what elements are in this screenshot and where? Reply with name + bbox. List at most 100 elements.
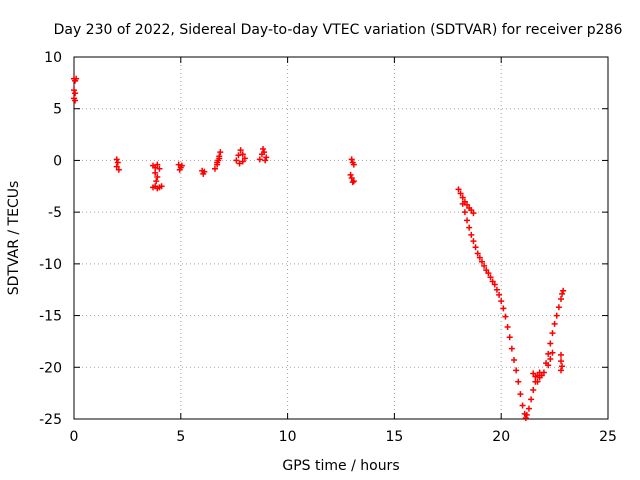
x-tick-label: 0 [70,429,79,445]
data-point [517,391,524,398]
data-point [236,160,243,167]
data-point [551,320,558,327]
data-point [348,175,355,182]
data-point [153,178,160,185]
data-point [348,156,355,163]
data-point [262,157,269,164]
data-point [547,356,554,363]
data-point [178,162,185,169]
data-point [152,169,159,176]
x-tick-label: 25 [599,429,617,445]
data-point [470,238,477,245]
data-point [216,155,223,162]
y-tick-label: -25 [39,412,62,428]
data-point [559,363,566,370]
data-point [241,155,248,162]
y-tick-label: -20 [39,360,62,376]
data-point [466,224,473,231]
data-point [237,147,244,154]
data-point [522,414,529,421]
data-point [472,244,479,251]
x-tick-label: 15 [385,429,403,445]
data-point [235,152,242,159]
data-point [214,159,221,166]
data-point [504,323,511,330]
data-point [558,296,565,303]
data-point [523,411,530,418]
data-point [489,278,496,285]
data-point [545,362,552,369]
data-point [461,209,468,216]
data-point [483,267,490,274]
data-point [260,146,267,153]
data-point [519,402,526,409]
data-point [154,173,161,180]
data-point [468,231,475,238]
data-point [350,178,357,185]
data-point [350,161,357,168]
data-point [481,262,488,269]
tick-labels: 0 5 10 15 20 25 -25 -20 -15 -10 -5 0 5 10 [39,50,617,445]
data-point [530,387,537,394]
data-point [263,154,270,161]
data-point [347,171,354,178]
data-point [558,367,565,374]
chart-title: Day 230 of 2022, Sidereal Day-to-day VTE… [54,22,623,38]
data-point [115,166,122,173]
data-point [540,369,547,376]
data-point [175,161,182,168]
data-point [459,194,466,201]
data-point [72,97,79,104]
plot-frame [73,56,609,420]
data-point [498,298,505,305]
data-point [468,207,475,214]
data-point [558,358,565,365]
data-point [545,350,552,357]
data-point [547,340,554,347]
y-tick-label: -15 [39,309,62,325]
data-point [457,190,464,197]
y-tick-label: 0 [53,153,62,169]
data-point [233,157,240,164]
data-point [515,378,522,385]
data-point [474,250,481,257]
data-point [459,200,466,207]
grid-lines [74,57,608,419]
data-point [154,161,161,168]
data-point [113,156,120,163]
data-point [485,270,492,277]
data-point [558,351,565,358]
data-point [549,349,556,356]
data-point [511,357,518,364]
data-point [491,281,498,288]
y-tick-label: 5 [53,102,62,118]
data-point [534,378,541,385]
data-point [217,149,224,156]
y-tick-label: 10 [44,50,62,66]
y-tick-label: -5 [48,205,62,221]
x-tick-label: 20 [492,429,510,445]
data-point [478,258,485,265]
data-point [71,87,77,94]
data-point [256,156,263,163]
data-point [559,290,566,297]
data-point [536,374,543,381]
data-point [201,168,208,175]
data-point [464,217,471,224]
axis-ticks [73,56,609,420]
data-point [158,183,165,190]
data-point [493,286,500,293]
data-point [152,164,159,171]
x-tick-label: 10 [279,429,297,445]
data-point [464,201,471,208]
data-point [506,334,513,341]
data-point [508,345,515,352]
data-point [239,158,246,165]
data-point [239,151,246,158]
data-point [470,210,477,217]
data-point [525,405,532,412]
data-point [560,287,567,294]
data-point [113,163,120,170]
x-tick-label: 5 [176,429,185,445]
